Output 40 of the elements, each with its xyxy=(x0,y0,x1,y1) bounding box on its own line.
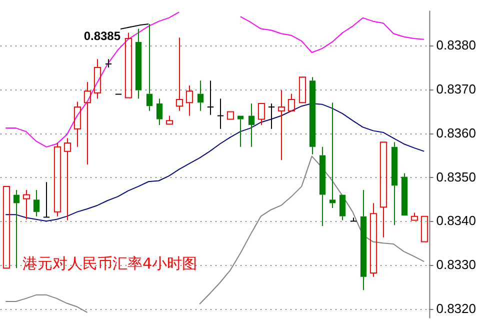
candlestick xyxy=(339,194,346,221)
candlestick xyxy=(370,202,378,278)
candlestick xyxy=(64,138,72,221)
candlestick xyxy=(74,101,82,148)
y-tick-label: 0.8340 xyxy=(436,213,476,228)
candlestick xyxy=(391,142,398,226)
candlestick xyxy=(54,142,62,217)
candlestick xyxy=(22,189,30,220)
y-tick-label: 0.8380 xyxy=(436,38,476,53)
candlestick xyxy=(156,98,163,126)
candlestick xyxy=(94,58,102,100)
y-tick-label: 0.8350 xyxy=(436,169,476,184)
candlestick xyxy=(104,58,112,68)
candlestick xyxy=(309,76,316,155)
text: 港元对人民币汇率4小时图 xyxy=(22,254,198,273)
candlestick xyxy=(197,80,204,112)
candlestick xyxy=(380,142,388,238)
candlestick xyxy=(278,90,286,161)
candlestick xyxy=(176,37,184,112)
candlestick xyxy=(216,98,224,130)
y-tick-label: 0.8360 xyxy=(436,125,476,140)
y-tick-label: 0.8370 xyxy=(436,81,476,96)
candlestick xyxy=(401,172,408,216)
candlestick xyxy=(237,116,244,148)
annotation: 0.8385 xyxy=(84,28,121,43)
candlestick xyxy=(186,84,194,116)
candlestick xyxy=(146,23,153,112)
candlestick xyxy=(329,102,336,208)
candlestick xyxy=(319,146,326,226)
candlestick xyxy=(84,81,92,165)
candlestick xyxy=(13,189,20,269)
candlestick xyxy=(42,182,50,218)
candlestick xyxy=(248,102,255,148)
y-tick-label: 0.8320 xyxy=(436,300,476,316)
candlestick xyxy=(206,80,214,116)
candlestick xyxy=(268,102,276,130)
y-tick-label: 0.8330 xyxy=(436,257,476,272)
candlestick xyxy=(135,28,142,100)
candlestick xyxy=(33,189,40,217)
candlestick xyxy=(360,189,367,291)
